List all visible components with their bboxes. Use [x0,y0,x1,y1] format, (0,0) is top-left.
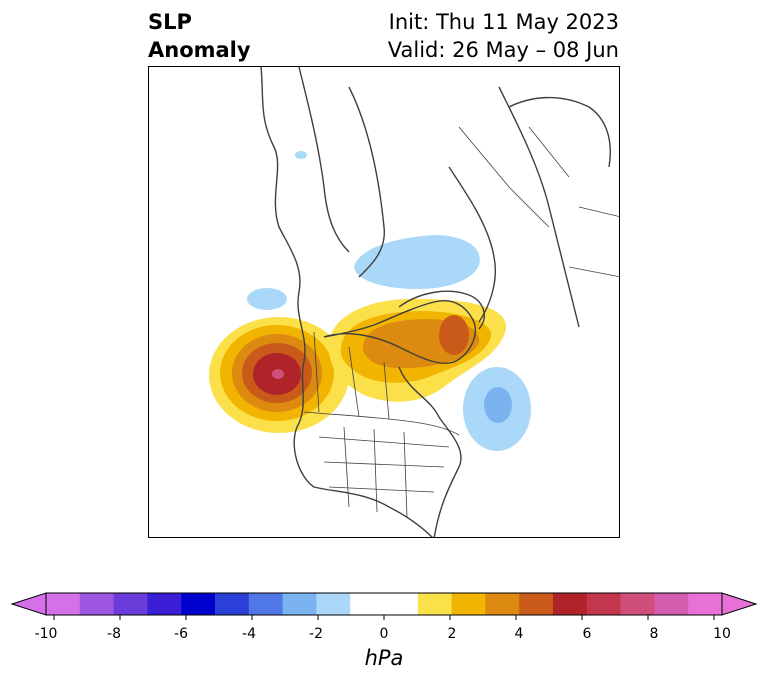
colorbar-tick-label: -2 [309,626,323,642]
title-line-1: SLP [148,10,192,34]
political-borders [303,126,619,518]
colorbar-segment [417,593,453,615]
colorbar-segment [248,593,284,615]
colorbar-segment [586,593,622,615]
colorbar-tick-label: -10 [34,626,58,642]
anomaly-high-greenland [328,298,507,402]
colorbar-segment [384,593,419,615]
colorbar-tick-label: 6 [582,626,592,642]
anomaly-low-west-atlantic [463,367,531,451]
anomaly-map [148,66,620,538]
colorbar-segment [620,593,655,615]
colorbar-segment [215,593,250,615]
colorbar-tick-label: 4 [514,626,524,642]
init-date: Init: Thu 11 May 2023 [388,10,619,34]
colorbar-segment [485,593,520,615]
colorbar-segment [688,593,723,615]
forecast-dates: Init: Thu 11 May 2023 Valid: 26 May – 08… [388,8,619,64]
colorbar-tick-label: -8 [107,626,121,642]
colorbar-tick-label: 2 [447,626,457,642]
anomaly-high-pacific-nw [209,317,349,433]
coastlines [260,67,611,537]
colorbar-extend-min [10,592,47,616]
colorbar-segment [113,593,148,615]
colorbar-segment [181,593,216,615]
colorbar-segment [553,593,588,615]
valid-range: Valid: 26 May – 08 Jun [387,38,619,62]
colorbar-segment [519,593,554,615]
colorbar-segment [350,593,385,615]
colorbar-segment [79,593,115,615]
colorbar-tick-label: 10 [713,626,731,642]
colorbar-segment [316,593,351,615]
map-title: SLP Anomaly [148,8,251,64]
colorbar-tick-label: -4 [242,626,256,642]
colorbar-segment [282,593,317,615]
colorbar-segment [46,593,81,615]
colorbar [10,592,758,620]
colorbar-tick-label: 0 [379,626,389,642]
colorbar-unit-label: hPa [364,646,404,670]
title-line-2: Anomaly [148,38,251,62]
colorbar-tick-label: -6 [174,626,188,642]
colorbar-segment [654,593,689,615]
colorbar-segment [147,593,182,615]
colorbar-segment [451,593,486,615]
colorbar-tick-label: 8 [649,626,659,642]
colorbar-extend-max [721,592,758,616]
anomaly-low-siberia-arctic [247,151,480,310]
map-canvas [209,67,619,537]
